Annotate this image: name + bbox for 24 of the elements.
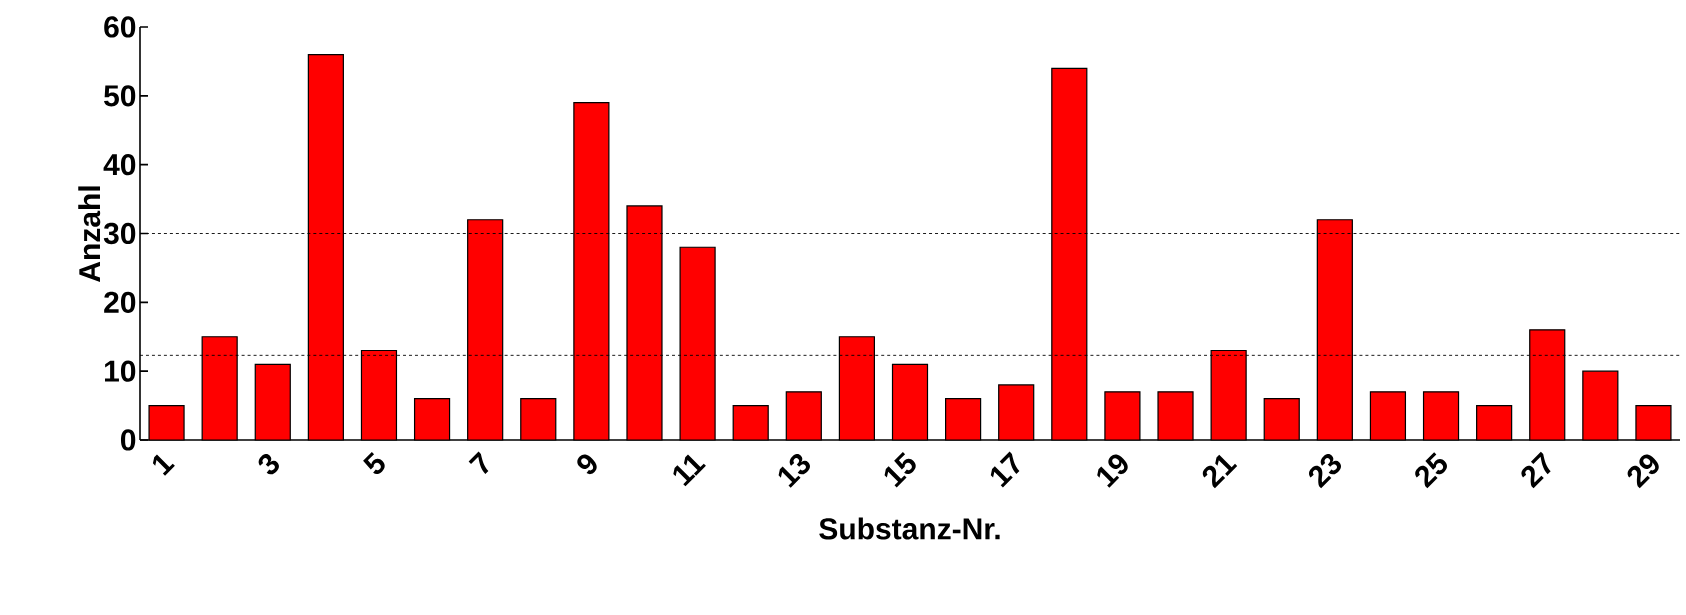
x-tick-label: 25 bbox=[1415, 452, 1447, 489]
y-tick-label: 20 bbox=[104, 291, 136, 313]
x-tick-label: 15 bbox=[884, 452, 916, 488]
x-tick-label: 9 bbox=[577, 454, 597, 475]
y-tick-label: 0 bbox=[120, 429, 136, 451]
x-tick-label: 13 bbox=[778, 454, 810, 488]
y-tick-label: 40 bbox=[103, 154, 136, 176]
x-tick-label: 21 bbox=[1202, 454, 1238, 489]
x-tick-label: 1 bbox=[152, 454, 175, 476]
y-tick-label: 30 bbox=[103, 222, 136, 245]
y-tick-label: 10 bbox=[105, 360, 136, 382]
x-tick-label: 17 bbox=[990, 451, 1020, 488]
y-axis-title: Anzahl bbox=[78, 186, 101, 282]
y-tick-label: 60 bbox=[104, 16, 136, 38]
x-tick-label: 27 bbox=[1521, 451, 1551, 489]
x-tick-label: 23 bbox=[1308, 454, 1342, 489]
x-tick-label: 19 bbox=[1097, 454, 1128, 488]
x-axis-title: Substanz-Nr. bbox=[819, 517, 1000, 540]
x-tick-label: 7 bbox=[468, 451, 489, 474]
x-tick-label: 11 bbox=[673, 454, 706, 487]
x-tick-label: 5 bbox=[363, 452, 385, 475]
x-tick-label: 3 bbox=[258, 454, 279, 475]
y-tick-label: 50 bbox=[104, 85, 136, 107]
x-tick-label: 29 bbox=[1627, 454, 1659, 489]
